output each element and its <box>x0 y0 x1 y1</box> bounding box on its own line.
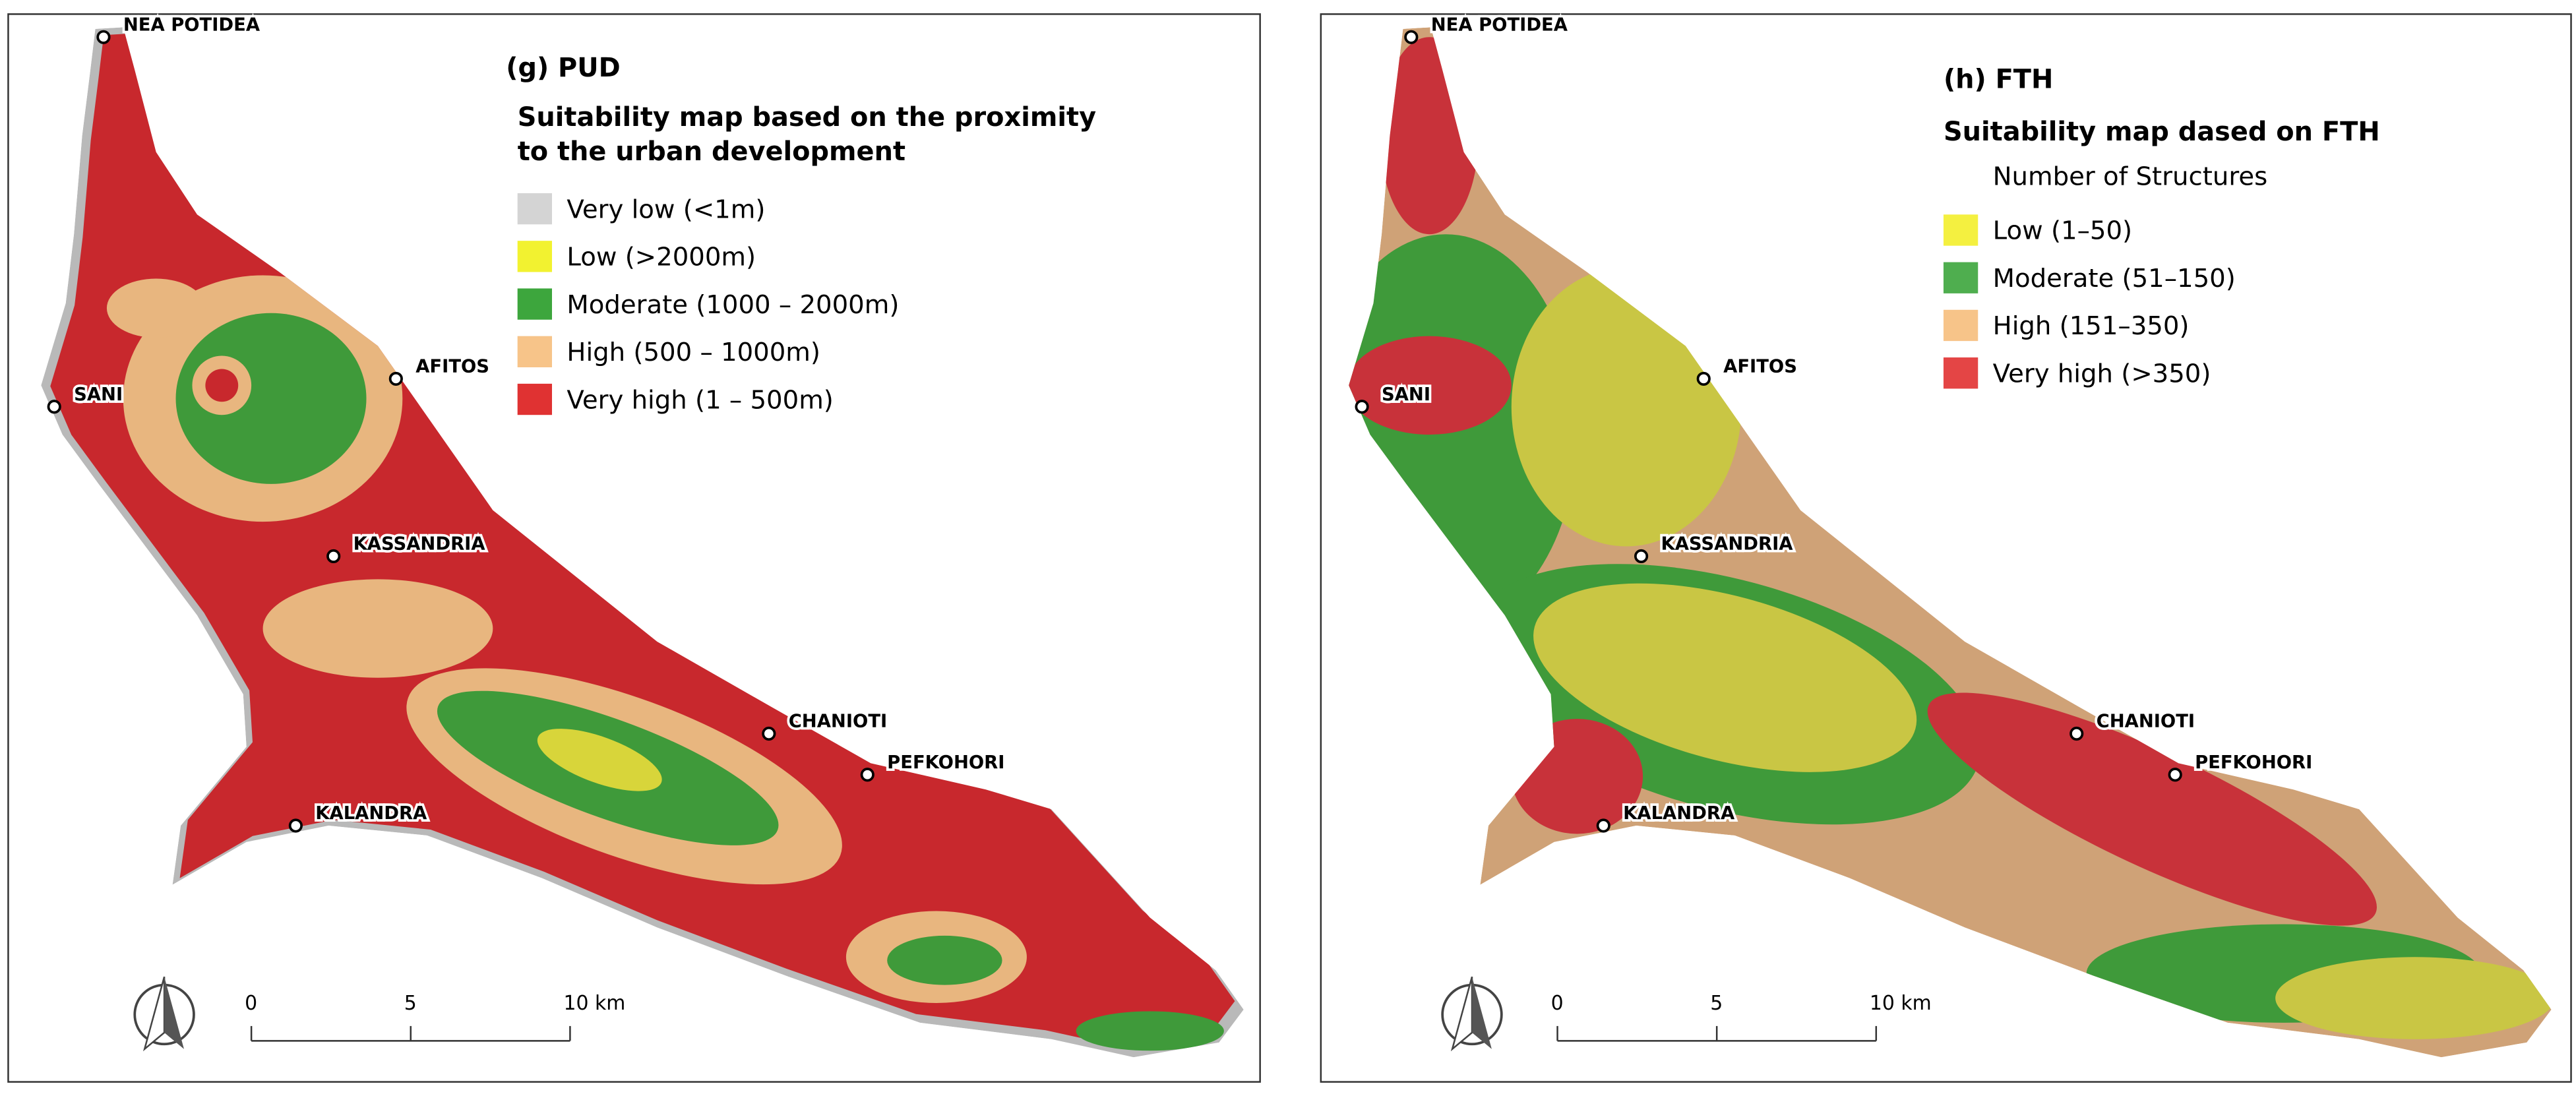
legend-label: Moderate (1000 – 2000m) <box>567 290 899 320</box>
town-marker <box>288 818 303 833</box>
town-label: KASSANDRIA <box>1661 533 1793 554</box>
town-label: KALANDRA <box>1623 803 1735 824</box>
scale-label: 0 <box>1551 992 1564 1015</box>
legend-swatch <box>517 241 552 272</box>
panel-title: (h) FTH <box>1944 65 2053 95</box>
scale-label: 5 <box>1710 992 1723 1015</box>
legend-label: Very high (>350) <box>1993 359 2211 388</box>
legend-title: Suitability map based on the proximity <box>518 102 1096 133</box>
town-marker <box>1404 30 1419 44</box>
town-marker <box>762 726 776 741</box>
legend-label: Very low (<1m) <box>567 195 765 224</box>
town-label: CHANIOTI <box>789 712 888 732</box>
scale-label: 10 km <box>1870 992 1932 1015</box>
town-marker <box>860 768 874 782</box>
legend-label: Low (>2000m) <box>567 243 756 272</box>
legend-label: High (151–350) <box>1993 311 2190 341</box>
town-label: SANI <box>1382 384 1430 405</box>
town-label: KALANDRA <box>315 803 427 824</box>
town-label: SANI <box>74 384 123 405</box>
legend-subtitle: Number of Structures <box>1993 162 2268 191</box>
scale-label: 0 <box>245 992 257 1015</box>
town-marker <box>96 30 111 44</box>
town-label: CHANIOTI <box>2097 712 2195 732</box>
legend-swatch <box>1943 357 1978 389</box>
town-marker <box>2168 768 2182 782</box>
suitability-map-fth <box>1349 27 2552 1058</box>
scale-label: 5 <box>404 992 417 1015</box>
town-marker <box>1696 371 1711 386</box>
legend-swatch <box>517 336 552 367</box>
legend-swatch <box>517 193 552 225</box>
town-marker <box>1355 400 1369 414</box>
town-label: NEA POTIDEA <box>1431 15 1568 35</box>
town-label: PEFKOHORI <box>887 752 1004 773</box>
town-label: PEFKOHORI <box>2195 752 2312 773</box>
town-marker <box>47 400 61 414</box>
panel-title: (g) PUD <box>506 53 620 83</box>
town-label: KASSANDRIA <box>353 533 486 554</box>
legend-title: Suitability map dased on FTH <box>1944 117 2380 147</box>
town-marker <box>326 549 341 564</box>
legend-label: Very high (1 – 500m) <box>567 385 833 415</box>
town-label: NEA POTIDEA <box>123 15 261 35</box>
town-label: AFITOS <box>1723 356 1797 377</box>
legend-swatch <box>1943 262 1978 293</box>
legend-title: to the urban development <box>518 137 905 167</box>
scale-label: 10 km <box>563 992 625 1015</box>
legend-label: Moderate (51–150) <box>1993 264 2236 293</box>
legend-swatch <box>517 383 552 415</box>
town-marker <box>1634 549 1649 564</box>
town-marker <box>2070 726 2084 741</box>
legend-label: Low (1–50) <box>1993 216 2132 246</box>
legend-label: High (500 – 1000m) <box>567 338 820 367</box>
suitability-map-pud <box>41 27 1244 1058</box>
town-marker <box>1596 818 1610 833</box>
legend-swatch <box>1943 309 1978 342</box>
town-label: AFITOS <box>415 356 489 377</box>
town-marker <box>388 371 403 386</box>
legend-swatch <box>517 288 552 320</box>
legend-swatch <box>1943 214 1978 246</box>
